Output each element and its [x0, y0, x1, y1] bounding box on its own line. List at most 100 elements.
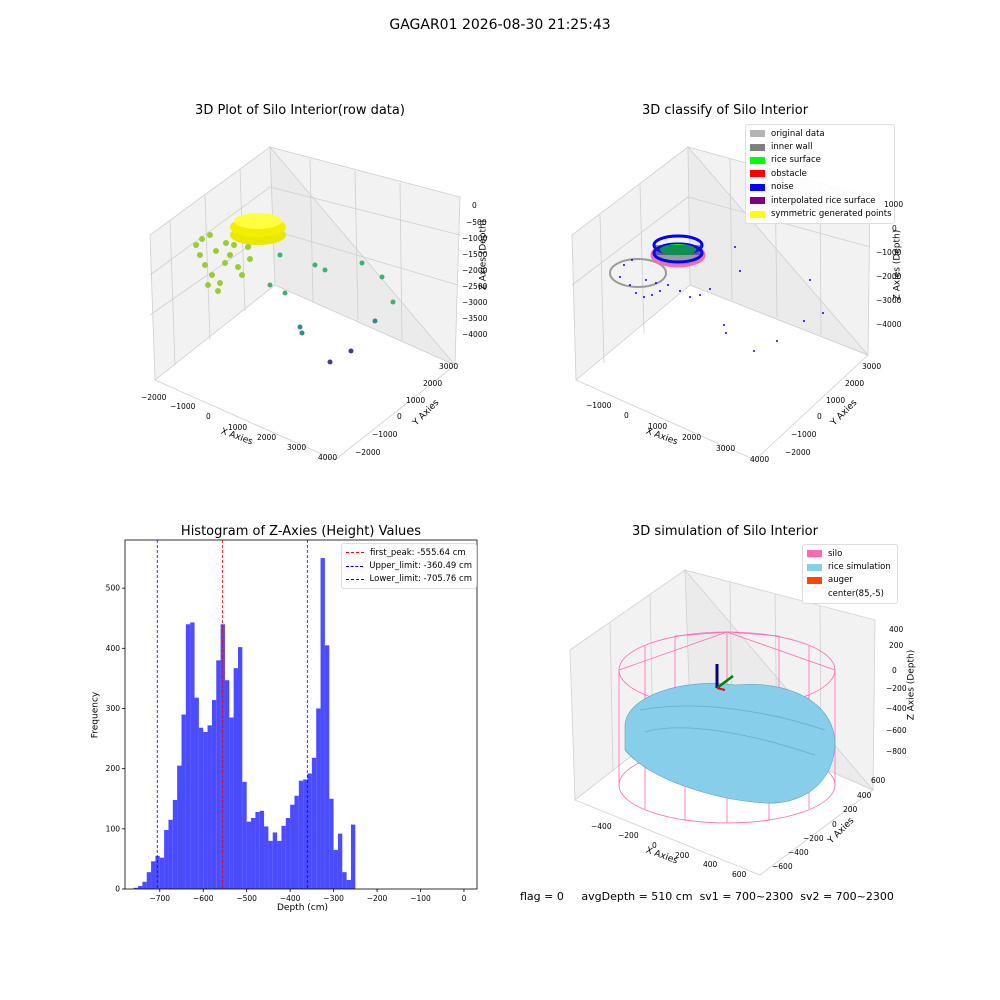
classify-ytick: −1000 [791, 430, 817, 439]
histogram-bar [316, 708, 321, 889]
histogram-xlabel: Depth (cm) [277, 903, 329, 913]
raw-zlabel: Z Axies (Depth) [478, 219, 489, 291]
raw-ytick: 0 [397, 412, 402, 421]
histogram-x-tick-label: 0 [462, 894, 467, 903]
raw-3d-panes [149, 145, 461, 461]
histogram-y-tick-label: 200 [106, 764, 121, 773]
legend-item-original-data: original data [750, 127, 890, 140]
raw-ztick: −2500 [462, 282, 488, 291]
legend-item-interpolated: interpolated rice surface [750, 194, 890, 207]
classify-ztick: 0 [892, 224, 897, 233]
simulation-ztick: 0 [892, 666, 897, 675]
raw-ytick: 1000 [406, 396, 426, 405]
legend-item-center: center(85,-5) [807, 587, 893, 600]
raw-xtick: 2000 [257, 433, 277, 442]
histogram-bar [172, 799, 178, 889]
histogram-bar [307, 773, 312, 889]
histogram-bar [229, 717, 234, 889]
histogram-bar [164, 830, 169, 889]
classify-plot-title: 3D classify of Silo Interior [641, 103, 809, 118]
histogram-ylabel: Frequency [90, 691, 101, 739]
classify-ztick: −2000 [876, 272, 902, 281]
histogram-bar [246, 821, 252, 889]
histogram-bar [177, 765, 182, 889]
histogram-bar [203, 731, 208, 889]
legend-label: noise [771, 182, 794, 193]
legend-swatch [807, 563, 822, 571]
status-line: flag = 0 avgDepth = 510 cm sv1 = 700~230… [520, 890, 894, 903]
histogram-bar [224, 680, 230, 889]
simulation-xtick: −400 [591, 822, 612, 831]
classify-xtick: 4000 [750, 455, 770, 464]
legend-label: auger [828, 575, 853, 586]
histogram-bar [281, 825, 286, 889]
histogram-bar [303, 779, 308, 889]
histogram-bar [294, 795, 299, 889]
histogram-x-tick-label: −600 [193, 894, 214, 903]
raw-ytick: 2000 [423, 379, 443, 388]
histogram-chart: −700 −600 −500 −400 −300 −200 −100 0 0 100 200 300… [106, 539, 478, 903]
histogram-x-tick-label: −500 [236, 894, 257, 903]
histogram-bar [181, 714, 186, 889]
classify-zlabel: Z Axies (Depth) [892, 229, 903, 301]
histogram-bar [198, 727, 204, 889]
histogram-bar [211, 700, 217, 889]
histogram-bar [285, 817, 291, 889]
simulation-legend: silo rice simulation auger center(85,-5) [802, 544, 898, 604]
histogram-bar [337, 833, 343, 889]
legend-label: first_peak: -555.64 cm [370, 547, 466, 558]
legend-label: Lower_limit: -705.76 cm [369, 574, 472, 585]
legend-label: Upper_limit: -360.49 cm [369, 561, 472, 572]
raw-xtick: −1000 [170, 402, 196, 411]
histogram-bar [233, 668, 238, 889]
legend-item-inner-wall: inner wall [750, 140, 890, 153]
classify-ztick: −3000 [876, 296, 902, 305]
histogram-x-tick-label: −400 [280, 894, 301, 903]
raw-ztick: −2000 [462, 266, 488, 275]
histogram-bars [133, 558, 356, 889]
raw-ztick: 0 [472, 201, 477, 210]
classify-xtick: 1000 [648, 422, 668, 431]
histogram-bar [272, 832, 278, 889]
raw-ytick: 3000 [439, 362, 459, 371]
histogram-x-ticks: −700 −600 −500 −400 −300 −200 −100 0 [149, 889, 467, 903]
classify-ytick: 0 [817, 412, 822, 421]
legend-label: center(85,-5) [828, 588, 884, 599]
simulation-xtick: 0 [652, 841, 657, 850]
legend-item-silo: silo [807, 547, 893, 560]
histogram-y-tick-label: 500 [106, 584, 121, 593]
classify-xtick: 0 [624, 411, 629, 420]
simulation-zlabel: Z Axies (Depth) [906, 649, 917, 721]
histogram-x-tick-label: −700 [149, 894, 170, 903]
legend-label: interpolated rice surface [771, 195, 876, 206]
classify-xtick: 3000 [716, 444, 736, 453]
classify-ytick: −2000 [785, 448, 811, 457]
simulation-ytick: 200 [843, 805, 858, 814]
histogram-bar [190, 622, 195, 889]
histogram-bar [194, 697, 199, 889]
histogram-bar [142, 881, 147, 889]
histogram-bar [350, 824, 356, 889]
classify-xtick: 2000 [682, 433, 702, 442]
histogram-bar [168, 819, 173, 889]
legend-label: rice simulation [828, 562, 891, 573]
classify-legend: original data inner wall rice surface ob… [745, 124, 895, 224]
raw-ztick: −3500 [462, 314, 488, 323]
status-avg-depth: avgDepth = 510 cm [581, 890, 693, 903]
histogram-bar [290, 804, 295, 889]
legend-swatch [750, 170, 765, 178]
histogram-bar [329, 798, 334, 889]
histogram-bar [207, 725, 212, 889]
histogram-bar [324, 645, 330, 889]
classify-ztick: −4000 [876, 320, 902, 329]
simulation-ytick: 600 [871, 776, 886, 785]
simulation-3d-plot [569, 568, 876, 876]
legend-swatch [750, 183, 765, 191]
histogram-x-tick-label: −100 [410, 894, 431, 903]
simulation-xtick: 600 [732, 870, 747, 879]
histogram-bar [216, 660, 221, 889]
histogram-bar [298, 780, 304, 889]
legend-swatch [750, 156, 765, 164]
histogram-bar [151, 861, 156, 889]
histogram-bar [311, 757, 317, 889]
